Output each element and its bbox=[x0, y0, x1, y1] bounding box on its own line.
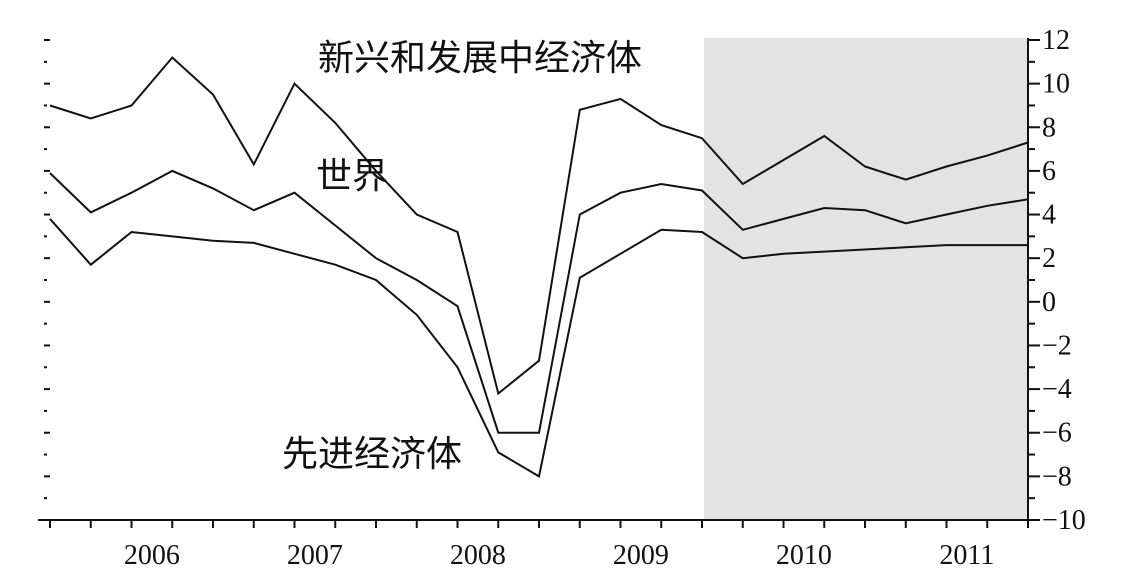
y-tick-label: −8 bbox=[1042, 461, 1072, 492]
x-tick-label: 2009 bbox=[613, 540, 669, 570]
series-line-world bbox=[49, 169, 1029, 434]
series-line-emerging bbox=[49, 56, 1029, 396]
y-tick-label: 12 bbox=[1042, 25, 1070, 56]
right-y-axis: 12 10 8 6 4 2 0 −2 −4 −6 −8 −10 bbox=[1027, 25, 1086, 536]
y-tick-label: 0 bbox=[1042, 287, 1056, 318]
x-tick-label: 2008 bbox=[450, 540, 506, 570]
y-tick-label: 6 bbox=[1042, 156, 1056, 187]
series-label-advanced: 先进经济体 bbox=[282, 434, 462, 475]
x-tick-label: 2010 bbox=[776, 540, 832, 570]
y-tick-label: −2 bbox=[1042, 330, 1072, 361]
y-tick-label: 2 bbox=[1042, 243, 1056, 274]
series-line-advanced bbox=[49, 218, 1028, 478]
series-label-world: 世界 bbox=[316, 156, 388, 197]
x-tick-label: 2011 bbox=[939, 540, 994, 570]
shaded-forecast-region bbox=[704, 38, 1028, 520]
y-tick-label: −4 bbox=[1042, 374, 1072, 405]
y-tick-label: 4 bbox=[1042, 200, 1056, 231]
left-minor-ticks bbox=[44, 39, 50, 521]
series-group bbox=[49, 56, 1029, 478]
y-tick-label: 8 bbox=[1042, 112, 1056, 143]
x-tick-label: 2007 bbox=[287, 540, 343, 570]
x-tick-label: 2006 bbox=[124, 540, 180, 570]
series-label-emerging: 新兴和发展中经济体 bbox=[318, 38, 642, 79]
y-tick-label: −10 bbox=[1042, 505, 1086, 536]
y-tick-label: −6 bbox=[1042, 418, 1072, 449]
y-tick-label: 10 bbox=[1042, 69, 1070, 100]
x-axis: 2006 2007 2008 2009 2010 2011 bbox=[38, 519, 1029, 570]
